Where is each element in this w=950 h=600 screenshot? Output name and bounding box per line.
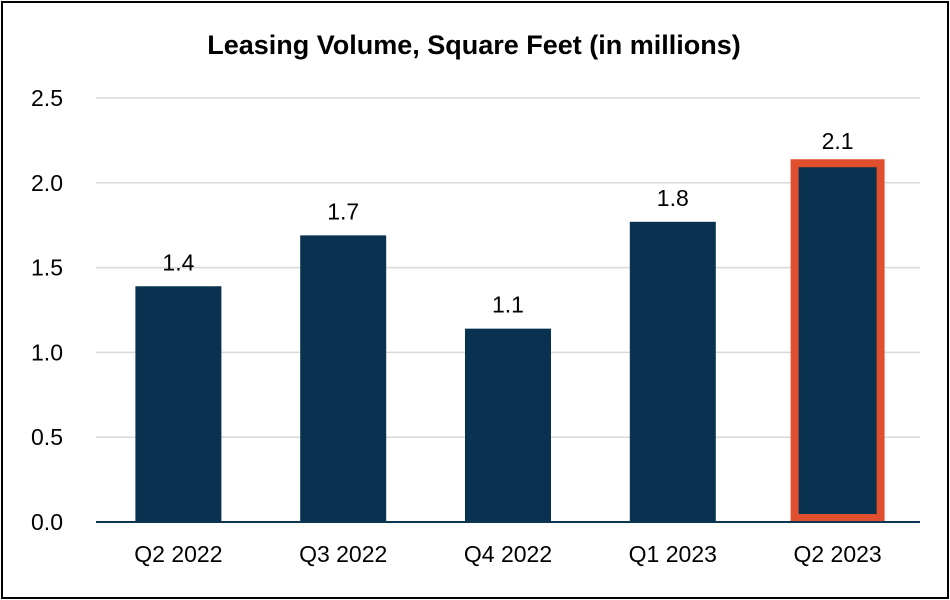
data-label: 1.4: [162, 249, 194, 275]
y-tick-label: 0.5: [31, 424, 63, 450]
y-tick-label: 2.0: [31, 170, 63, 196]
bar-q2-2022: [135, 286, 222, 522]
bar-q1-2023: [629, 221, 716, 523]
data-label: 2.1: [822, 128, 854, 154]
data-label: 1.7: [327, 198, 359, 224]
x-tick-label: Q1 2023: [629, 541, 717, 567]
y-tick-label: 1.5: [31, 255, 63, 281]
y-tick-label: 1.0: [31, 339, 63, 365]
x-tick-label: Q4 2022: [464, 541, 552, 567]
bar-q4-2022: [465, 328, 551, 522]
bar-q2-2023: [790, 159, 885, 522]
bar-q3-2022: [300, 235, 387, 522]
data-label: 1.8: [657, 185, 689, 211]
y-tick-label: 0.0: [31, 509, 63, 535]
x-tick-label: Q2 2023: [793, 541, 881, 567]
x-tick-label: Q2 2022: [134, 541, 222, 567]
y-tick-label: 2.5: [31, 85, 63, 111]
data-label: 1.1: [492, 292, 524, 318]
x-tick-label: Q3 2022: [299, 541, 387, 567]
chart-title: Leasing Volume, Square Feet (in millions…: [207, 30, 741, 60]
